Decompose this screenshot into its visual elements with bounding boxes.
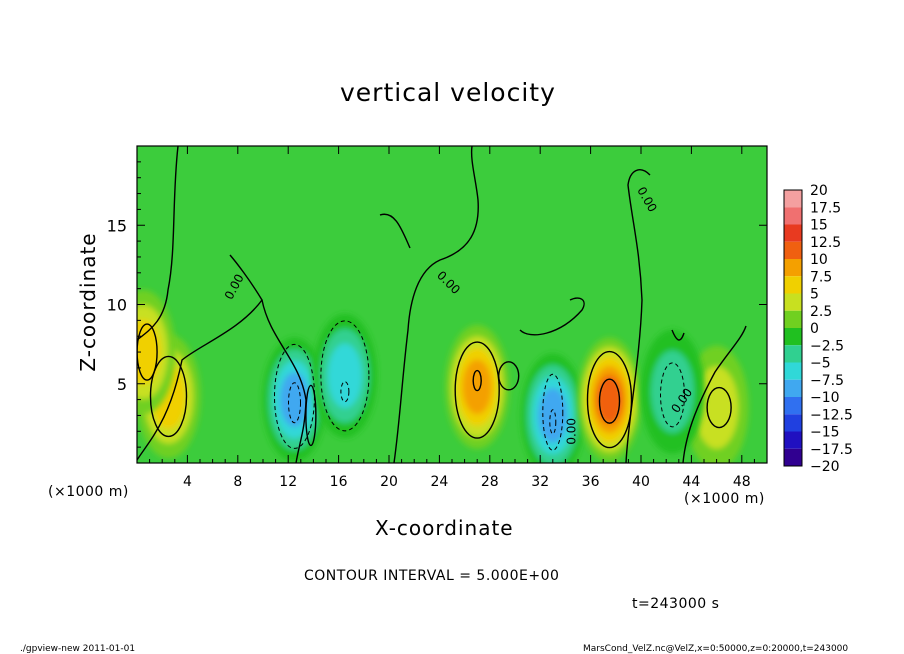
field-blobs	[137, 290, 749, 463]
colorbar-swatch	[784, 224, 802, 242]
colorbar-label: 10	[810, 252, 828, 268]
x-tick-label: 44	[682, 474, 700, 490]
colorbar-swatch	[784, 293, 802, 311]
updraft-cell-7	[577, 337, 642, 462]
colorbar-label: −2.5	[810, 338, 844, 354]
colorbar-label: −10	[810, 390, 840, 406]
positive-contour	[498, 361, 520, 391]
positive-contour	[149, 355, 188, 438]
chart-title: vertical velocity	[340, 78, 556, 107]
field-level	[137, 319, 161, 385]
colorbar-frame	[783, 189, 803, 467]
colorbar-swatch	[784, 310, 802, 328]
negative-contour	[320, 320, 370, 432]
colorbar-label: −5	[810, 356, 831, 372]
colorbar-swatch	[784, 345, 802, 363]
downdraft-cell-9	[640, 329, 705, 454]
colorbar-label: 2.5	[810, 304, 832, 320]
zero-contour	[393, 146, 479, 463]
x-unit-right: (×1000 m)	[684, 491, 765, 507]
positive-contour	[598, 378, 621, 424]
colorbar-label: 20	[810, 183, 828, 199]
colorbar-label: −15	[810, 425, 840, 441]
colorbar-swatch	[784, 431, 802, 449]
downdraft-cell-4	[312, 313, 377, 438]
downdraft-cell-3	[262, 337, 327, 462]
contour-label: 0.00	[564, 418, 578, 445]
colorbar-swatch	[784, 362, 802, 380]
x-tick-label: 20	[380, 474, 398, 490]
time-stamp: t=243000 s	[632, 596, 720, 612]
contour-lines	[137, 146, 747, 463]
field-level	[650, 350, 695, 433]
footer-left: ./gpview-new 2011-01-01	[20, 644, 136, 654]
colorbar-swatch	[784, 328, 802, 346]
colorbar-label: 12.5	[810, 235, 841, 251]
x-axis: 4 8 12 16 20 24 28 32 36 40 44 48	[149, 146, 755, 490]
colorbar-swatch	[784, 241, 802, 259]
x-tick-label: 28	[481, 474, 499, 490]
negative-contour	[542, 373, 564, 451]
x-tick-label: 12	[279, 474, 297, 490]
x-tick-label: 32	[531, 474, 549, 490]
colorbar-swatch	[784, 448, 802, 466]
colorbar-label: 17.5	[810, 200, 841, 216]
colorbar-swatch	[784, 259, 802, 277]
positive-contour	[454, 341, 500, 439]
field-level	[462, 359, 492, 415]
positive-contour	[472, 369, 482, 392]
colorbar-swatch	[784, 397, 802, 415]
contour-interval-text: CONTOUR INTERVAL = 5.000E+00	[304, 568, 560, 584]
negative-contour	[288, 382, 301, 424]
negative-contour	[549, 409, 557, 435]
y-axis-label: Z-coordinate	[76, 232, 100, 372]
positive-contour	[586, 350, 633, 449]
x-tick-label: 24	[430, 474, 448, 490]
positive-contour	[305, 384, 317, 447]
x-tick-label: 48	[733, 474, 751, 490]
zero-contour	[379, 213, 411, 249]
colorbar-label: 0	[810, 321, 819, 337]
colorbar-label: −20	[810, 459, 840, 475]
colorbar-label: 7.5	[810, 269, 832, 285]
positive-contour	[706, 386, 732, 429]
x-tick-label: 16	[330, 474, 348, 490]
y-axis: 5 10 15	[107, 161, 767, 448]
x-tick-label: 40	[632, 474, 650, 490]
negative-contour	[660, 362, 685, 428]
footer-right: MarsCond_VelZ.nc@VelZ,x=0:50000,z=0:2000…	[583, 644, 849, 654]
colorbar-swatch	[784, 276, 802, 294]
y-tick-label: 5	[117, 375, 127, 394]
x-axis-label: X-coordinate	[375, 516, 514, 540]
colorbar-swatch	[784, 379, 802, 397]
field-level	[695, 366, 739, 449]
negative-contour	[340, 381, 350, 403]
field-level	[279, 372, 310, 427]
colorbar-swatch	[784, 190, 802, 208]
y-tick-label: 10	[107, 296, 127, 315]
y-tick-label: 15	[107, 216, 127, 235]
zero-contour	[519, 297, 585, 336]
zero-contour	[682, 325, 747, 463]
x-tick-label: 4	[183, 474, 192, 490]
downdraft-cell-6	[520, 353, 585, 463]
x-tick-label: 36	[582, 474, 600, 490]
colorbar-label: −17.5	[810, 442, 853, 458]
colorbar-label: 15	[810, 218, 828, 234]
colorbar-label: −7.5	[810, 373, 844, 389]
colorbar-swatch	[784, 207, 802, 225]
field-level	[596, 375, 623, 424]
x-tick-label: 8	[233, 474, 242, 490]
field-level	[327, 343, 363, 409]
heatmap-field	[137, 146, 767, 463]
x-unit-left: (×1000 m)	[48, 484, 129, 500]
colorbar-label: 5	[810, 287, 819, 303]
field-level	[538, 388, 568, 443]
zero-contour	[671, 329, 685, 341]
colorbar-label: −12.5	[810, 407, 853, 423]
colorbar-swatch	[784, 414, 802, 432]
